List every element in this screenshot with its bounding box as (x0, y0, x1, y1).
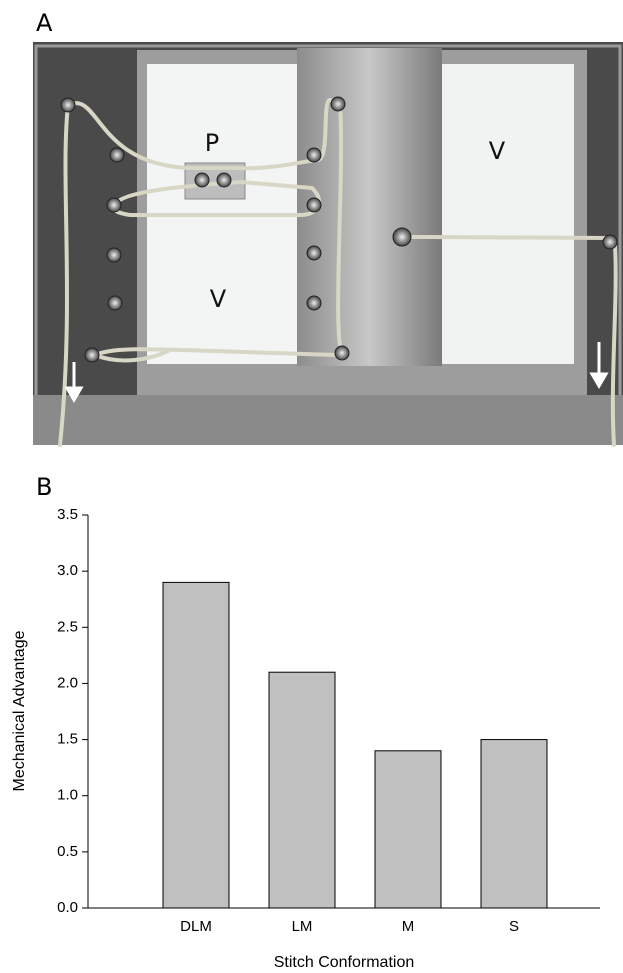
screws (60, 96, 618, 363)
arrows (64, 342, 609, 403)
x-tick-label: DLM (180, 918, 212, 935)
photo: P V V (33, 42, 623, 447)
string (93, 347, 342, 363)
photo-label: V (210, 285, 227, 313)
panel-right (442, 64, 574, 364)
y-tick-label: 3.5 (57, 506, 78, 523)
y-tick-label: 1.5 (57, 731, 78, 748)
x-tick-label: M (402, 918, 415, 935)
bar (162, 581, 230, 909)
x-tick-label: S (509, 918, 519, 935)
y-tick-label: 0.0 (57, 899, 78, 916)
y-axis-label: Mechanical Advantage (11, 630, 28, 791)
bar (374, 750, 442, 909)
bar (480, 739, 548, 909)
photo-label: V (489, 137, 506, 165)
x-tick-label: LM (292, 918, 313, 935)
bottom-band (33, 395, 623, 445)
bar (268, 671, 336, 909)
y-tick-label: 1.0 (57, 787, 78, 804)
panel-label: B (36, 473, 52, 501)
x-axis-label: Stitch Conformation (274, 954, 415, 971)
y-tick-label: 2.5 (57, 618, 78, 635)
y-tick-label: 3.0 (57, 562, 78, 579)
panel-label: A (36, 9, 53, 37)
y-tick-label: 2.0 (57, 674, 78, 691)
photo-label: P (205, 129, 219, 157)
string (58, 103, 70, 447)
y-tick-label: 0.5 (57, 843, 78, 860)
